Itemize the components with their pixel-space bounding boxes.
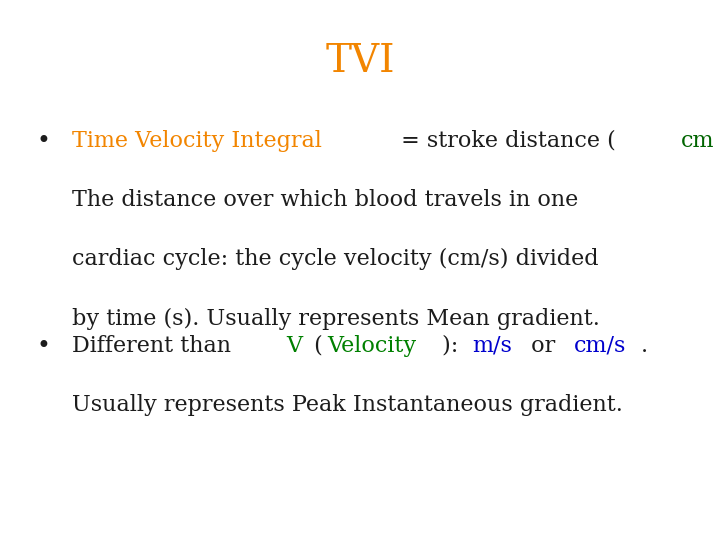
Text: cm/s: cm/s (574, 335, 626, 357)
Text: (: ( (307, 335, 323, 357)
Text: cardiac cycle: the cycle velocity (cm/s) divided: cardiac cycle: the cycle velocity (cm/s)… (72, 248, 598, 271)
Text: Velocity: Velocity (328, 335, 417, 357)
Text: V: V (287, 335, 302, 357)
Text: m/s: m/s (472, 335, 513, 357)
Text: or: or (524, 335, 562, 357)
Text: The distance over which blood travels in one: The distance over which blood travels in… (72, 189, 578, 211)
Text: TVI: TVI (325, 43, 395, 80)
Text: •: • (36, 130, 50, 153)
Text: •: • (36, 335, 50, 358)
Text: Usually represents Peak Instantaneous gradient.: Usually represents Peak Instantaneous gr… (72, 394, 623, 416)
Text: Time Velocity Integral: Time Velocity Integral (72, 130, 322, 152)
Text: cm: cm (680, 130, 714, 152)
Text: = stroke distance (: = stroke distance ( (395, 130, 616, 152)
Text: .: . (642, 335, 648, 357)
Text: by time (s). Usually represents Mean gradient.: by time (s). Usually represents Mean gra… (72, 308, 600, 330)
Text: ):: ): (443, 335, 466, 357)
Text: Different than: Different than (72, 335, 238, 357)
